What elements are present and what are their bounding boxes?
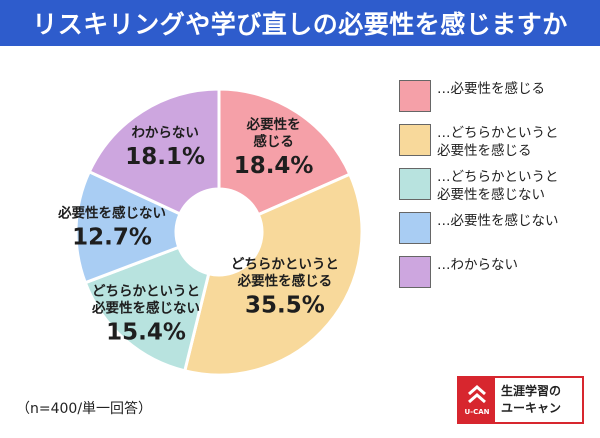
sample-note: （n=400/単一回答） <box>16 401 153 417</box>
logo-line-1: 生涯学習の <box>501 384 562 398</box>
chart-title: リスキリングや学び直しの必要性を感じますか <box>0 0 600 46</box>
legend-swatch <box>399 168 431 200</box>
slice-value-label: 12.7% <box>72 225 152 251</box>
legend-item-strongly-feel: …必要性を感じる <box>399 80 597 112</box>
slice-value-label: 35.5% <box>245 292 325 318</box>
slice-somewhat-feel <box>182 172 364 377</box>
logo-brand: U-CAN <box>464 408 490 416</box>
slice-category-label: 必要性を感じる <box>237 272 333 289</box>
slice-category-label: わからない <box>131 125 199 141</box>
legend-swatch <box>399 212 431 244</box>
legend-item-somewhat-feel: …どちらかというと 必要性を感じる <box>399 124 597 160</box>
donut-chart: 必要性を感じる18.4%どちらかというと必要性を感じる35.5%どちらかというと… <box>57 87 364 377</box>
slice-category-label: 必要性を感じない <box>57 205 166 222</box>
slice-category-label: どちらかというと <box>231 256 339 272</box>
slice-value-label: 18.4% <box>234 153 314 179</box>
legend-item-dont-know: …わからない <box>399 256 597 288</box>
slice-strongly-feel <box>217 87 352 217</box>
ucan-logo: U-CAN 生涯学習の ユーキャン <box>457 376 584 424</box>
legend-label: …必要性を感じない <box>437 213 559 229</box>
slice-not-feel <box>74 169 182 285</box>
slice-somewhat-not-feel <box>83 245 211 373</box>
slice-category-label: 感じる <box>253 133 294 150</box>
legend-label: …どちらかというと 必要性を感じない <box>437 169 559 203</box>
legend-item-not-feel: …必要性を感じない <box>399 212 597 244</box>
slice-value-label: 18.1% <box>125 144 205 170</box>
legend-label: …どちらかというと 必要性を感じる <box>437 125 559 159</box>
slice-category-label: どちらかというと <box>92 283 200 299</box>
legend-label: …わからない <box>437 257 518 273</box>
legend-swatch <box>399 256 431 288</box>
legend-swatch <box>399 124 431 156</box>
legend-label: …必要性を感じる <box>437 81 545 97</box>
slice-dont-know <box>87 87 221 216</box>
logo-mark: U-CAN <box>459 378 495 422</box>
slice-category-label: 必要性を <box>246 116 301 133</box>
slice-value-label: 15.4% <box>106 319 186 345</box>
legend-swatch <box>399 80 431 112</box>
logo-line-2: ユーキャン <box>501 401 562 415</box>
logo-text: 生涯学習の ユーキャン <box>495 378 582 422</box>
ucan-chevron-icon <box>468 385 486 404</box>
slice-category-label: 必要性を感じない <box>91 299 200 316</box>
legend-item-somewhat-not-feel: …どちらかというと 必要性を感じない <box>399 168 597 204</box>
